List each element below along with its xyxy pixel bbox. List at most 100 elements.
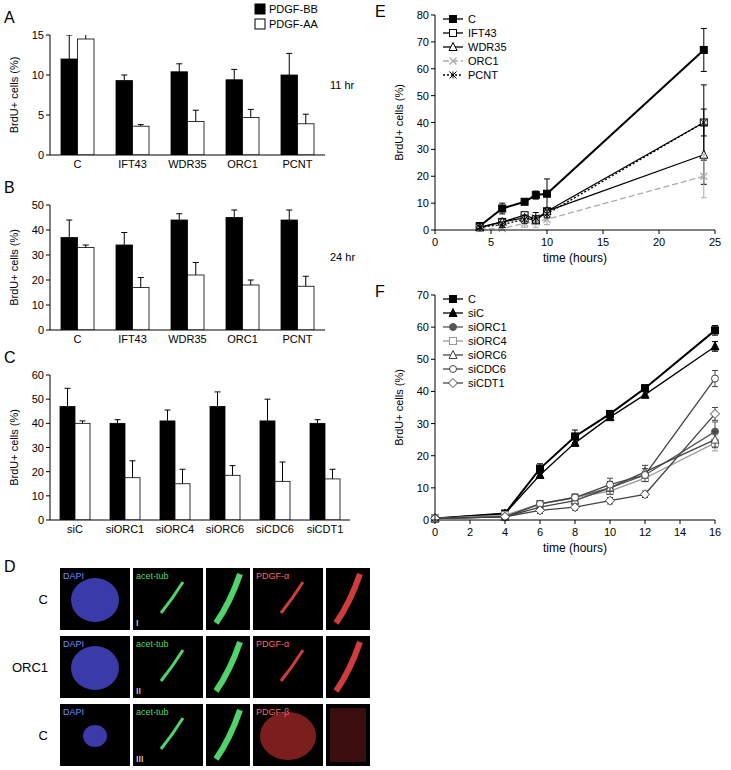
marker — [449, 351, 457, 359]
bar — [298, 124, 315, 155]
cilium — [161, 718, 183, 749]
image-tile — [206, 704, 250, 766]
x-tick-label: siORC6 — [206, 523, 245, 535]
marker-shape — [532, 214, 539, 221]
error-bar — [280, 462, 286, 481]
error-cap — [701, 109, 707, 110]
error-stem — [67, 388, 68, 406]
marker — [641, 390, 649, 398]
error-cap — [537, 463, 543, 464]
error-cap — [193, 262, 199, 263]
series-line — [480, 176, 704, 228]
marker — [521, 198, 528, 205]
y-tick — [431, 122, 435, 123]
x-tick-label: 0 — [432, 526, 438, 538]
error-bar — [607, 481, 613, 494]
stain-label: DAPI — [63, 571, 84, 581]
y-tick-label: 20 — [417, 450, 429, 462]
bar — [188, 275, 205, 330]
error-cap — [121, 75, 127, 76]
bar — [78, 248, 95, 331]
y-tick-label: 80 — [417, 9, 429, 21]
marker-shape — [606, 413, 614, 421]
marker-shape — [641, 490, 650, 499]
error-cap — [712, 370, 718, 371]
error-cap — [712, 450, 718, 451]
error-cap — [522, 227, 528, 228]
marker-shape — [449, 351, 457, 359]
error-cap — [607, 494, 613, 495]
y-tick-label: 10 — [32, 299, 44, 311]
error-bar — [607, 478, 613, 491]
series-line — [435, 379, 715, 519]
y-tick — [431, 15, 435, 16]
error-stem — [305, 276, 306, 286]
marker-shape — [449, 43, 457, 51]
error-stem — [140, 278, 141, 288]
y-tick — [431, 295, 435, 296]
marker — [712, 375, 719, 382]
marker — [544, 190, 551, 197]
row-label: C — [39, 592, 48, 607]
error-bar — [180, 469, 186, 484]
bar — [175, 484, 190, 520]
y-tick-label: 0 — [423, 514, 429, 526]
error-stem — [234, 69, 235, 79]
error-bar — [642, 469, 648, 482]
marker — [521, 216, 528, 223]
y-tick — [431, 149, 435, 150]
error-cap — [176, 213, 182, 214]
y-tick — [431, 203, 435, 204]
image-tile — [253, 704, 323, 766]
x-tick — [610, 520, 611, 524]
marker-shape — [571, 503, 580, 512]
marker-shape — [607, 481, 614, 488]
marker — [606, 413, 614, 421]
marker — [449, 309, 457, 317]
series-line — [435, 346, 715, 518]
error-bar — [522, 199, 528, 204]
error-cap — [115, 419, 121, 420]
error-bar — [712, 371, 718, 387]
error-cap — [215, 391, 221, 392]
marker — [536, 506, 545, 515]
marker-shape — [450, 72, 457, 79]
marker-shape — [499, 221, 506, 228]
y-tick — [431, 423, 435, 424]
y-tick-label: 70 — [417, 36, 429, 48]
error-cap — [265, 399, 271, 400]
y-tick — [431, 359, 435, 360]
y-tick-label: 30 — [417, 418, 429, 430]
error-cap — [544, 209, 550, 210]
y-axis-label: BrdU+ cells (%) — [8, 57, 20, 134]
y-tick — [431, 68, 435, 69]
x-tick-label: PCNT — [283, 158, 313, 170]
error-cap — [701, 197, 707, 198]
y-axis — [435, 295, 436, 520]
error-cap — [701, 28, 707, 29]
y-tick-label: 50 — [417, 90, 429, 102]
error-bar — [642, 465, 648, 478]
error-stem — [69, 220, 70, 238]
error-cap — [712, 335, 718, 336]
x-tick-label: 25 — [709, 236, 721, 248]
x-tick — [435, 520, 436, 524]
image-tile — [253, 636, 323, 698]
marker-shape — [700, 46, 707, 53]
y-tick-label: 40 — [417, 385, 429, 397]
error-cap — [642, 481, 648, 482]
marker — [450, 58, 457, 65]
marker-shape — [703, 119, 704, 126]
marker-shape — [449, 379, 458, 388]
image-tile — [133, 704, 203, 766]
legend-label: WDR35 — [468, 41, 507, 53]
marker-shape — [700, 173, 707, 180]
error-stem — [195, 263, 196, 276]
error-bar — [286, 53, 292, 75]
marker-shape — [711, 342, 719, 350]
x-tick-label: IFT43 — [118, 333, 147, 345]
error-bar — [286, 210, 292, 220]
marker — [711, 409, 720, 418]
bar — [60, 406, 75, 520]
bar — [275, 481, 290, 520]
